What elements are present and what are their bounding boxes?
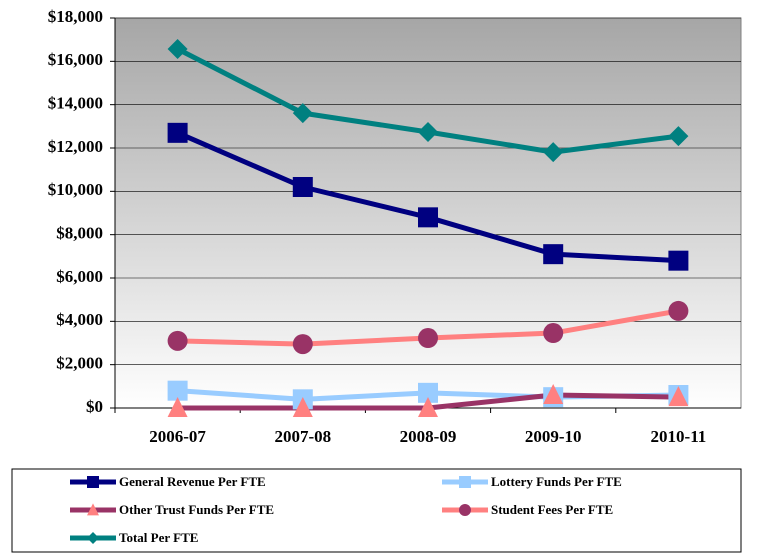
legend-marker — [87, 532, 99, 544]
y-tick-label: $6,000 — [56, 267, 103, 286]
data-point — [167, 122, 188, 143]
legend-label: Student Fees Per FTE — [491, 502, 613, 517]
legend-label: Lottery Funds Per FTE — [491, 474, 622, 489]
data-point — [543, 323, 564, 344]
data-point — [668, 250, 689, 271]
legend-marker — [87, 476, 99, 488]
data-point — [418, 397, 438, 417]
y-tick-label: $14,000 — [48, 94, 103, 113]
y-tick-label: $12,000 — [48, 137, 103, 156]
data-point — [418, 382, 438, 403]
data-point — [668, 386, 689, 407]
x-tick-label: 2006-07 — [149, 427, 206, 446]
data-point — [167, 330, 188, 351]
data-point — [167, 397, 188, 417]
data-point — [167, 38, 188, 59]
x-tick-label: 2009-10 — [525, 427, 582, 446]
y-tick-label: $18,000 — [48, 7, 103, 26]
y-tick-label: $10,000 — [48, 180, 103, 199]
x-tick-label: 2010-11 — [651, 427, 707, 446]
data-point — [543, 142, 564, 163]
legend-marker — [459, 476, 471, 488]
data-point — [668, 300, 689, 321]
legend-marker — [459, 504, 471, 516]
legend-marker — [87, 503, 99, 516]
y-tick-label: $8,000 — [56, 224, 103, 243]
data-point — [418, 207, 438, 228]
data-point — [292, 397, 313, 417]
data-point — [292, 177, 313, 197]
data-point — [543, 384, 564, 404]
data-point — [292, 334, 313, 355]
data-point — [292, 103, 313, 124]
x-tick-label: 2008-09 — [400, 427, 457, 446]
data-point — [167, 380, 188, 401]
legend-label: General Revenue Per FTE — [119, 474, 266, 489]
y-tick-label: $0 — [86, 397, 103, 416]
data-point — [418, 121, 438, 142]
y-tick-label: $2,000 — [56, 354, 103, 373]
data-point — [418, 328, 438, 349]
x-tick-label: 2007-08 — [274, 427, 331, 446]
legend-box — [11, 468, 742, 553]
data-point — [543, 244, 564, 265]
y-tick-label: $4,000 — [56, 310, 103, 329]
y-tick-label: $16,000 — [48, 50, 103, 69]
legend-label: Other Trust Funds Per FTE — [119, 502, 274, 517]
data-point — [668, 126, 689, 147]
legend-label: Total Per FTE — [119, 530, 198, 545]
